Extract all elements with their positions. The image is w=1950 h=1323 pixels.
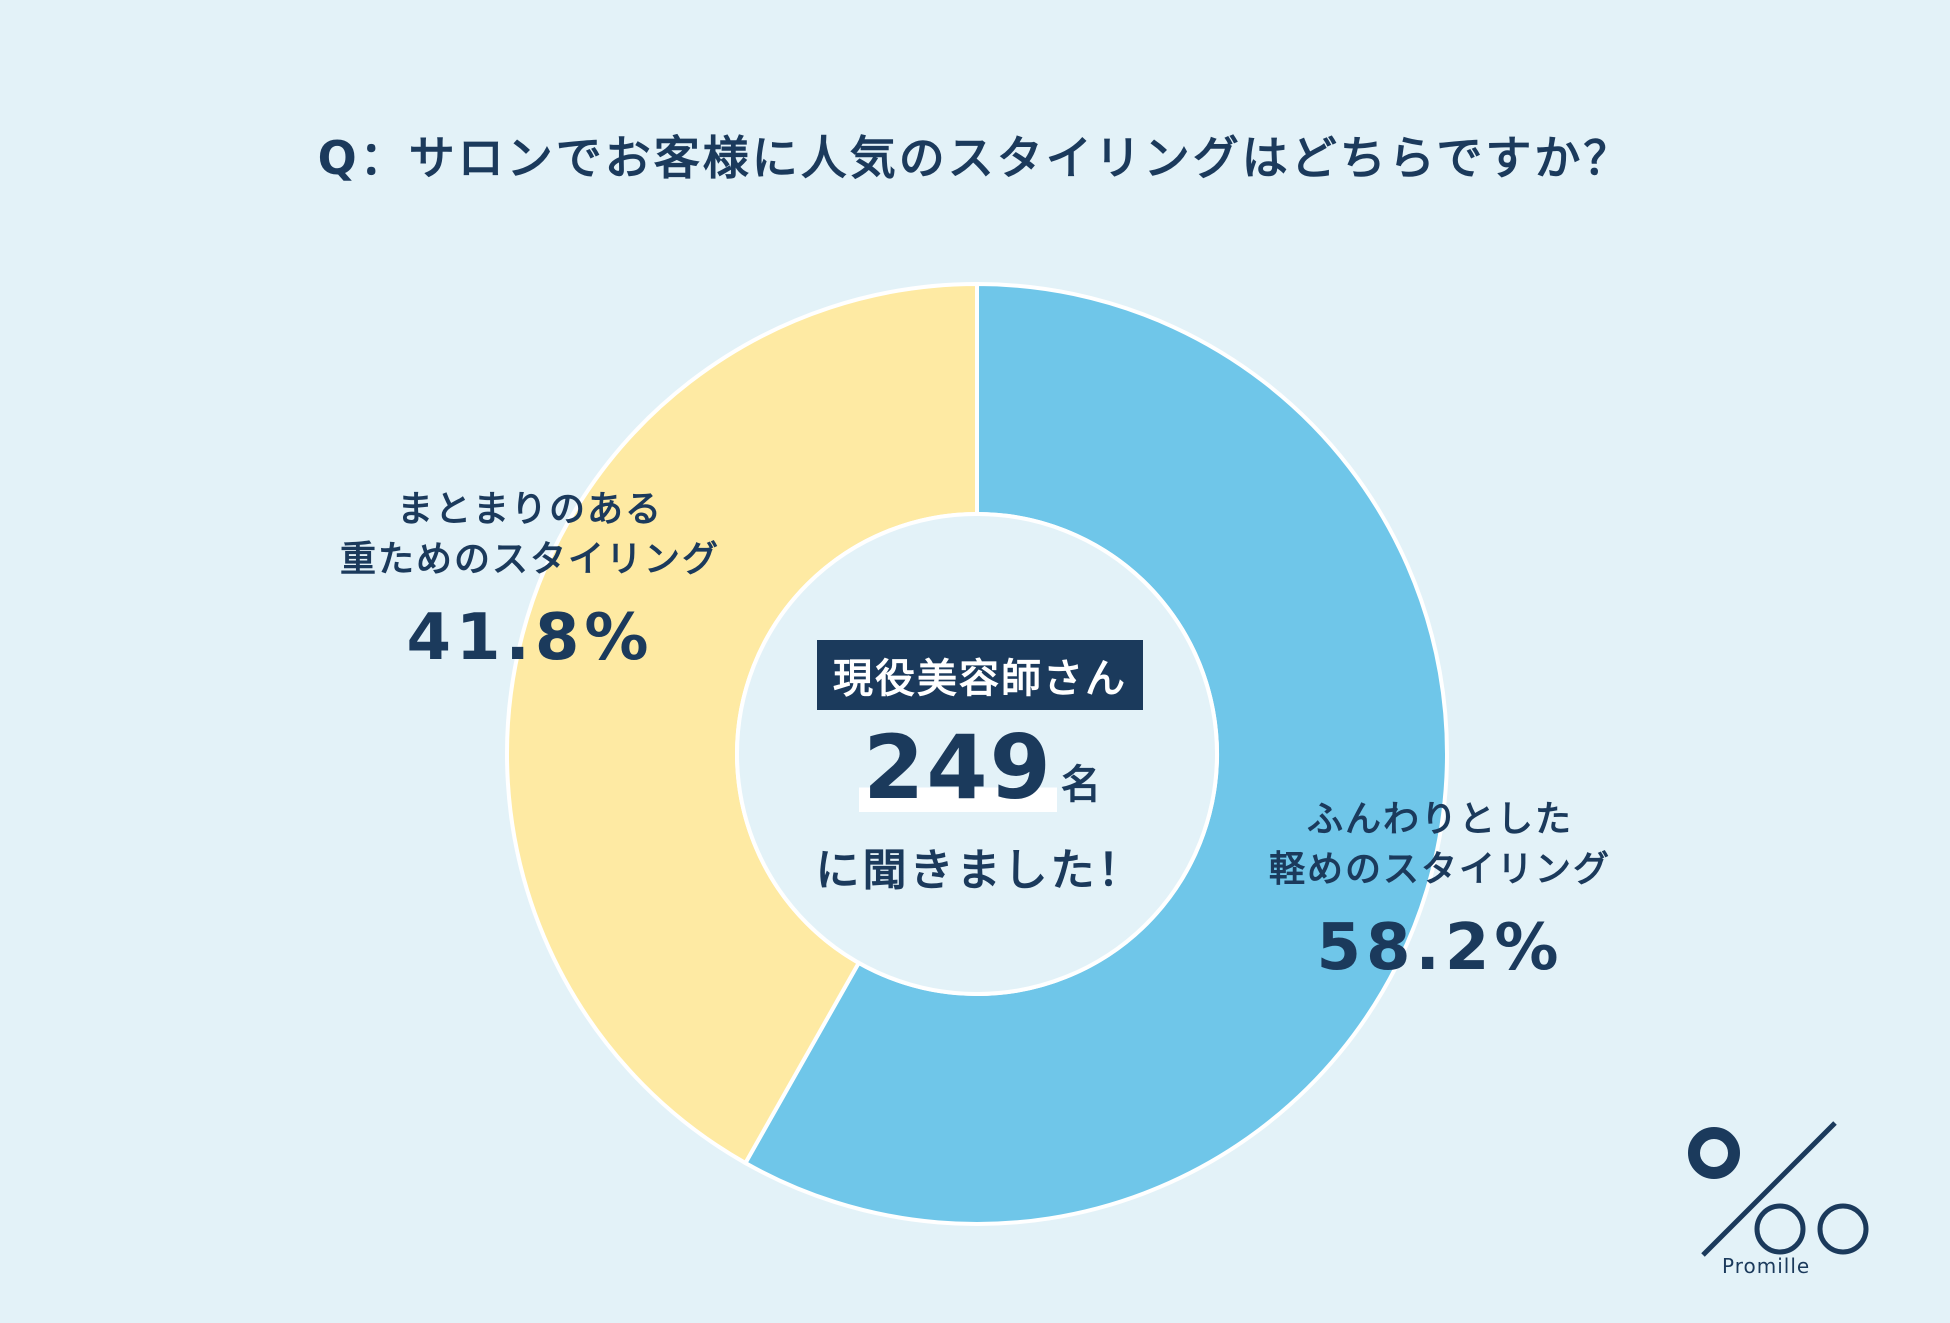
center-summary: 現役美容師さん 249 名 に聞きました！ [760, 640, 1200, 898]
slice-name-line: ふんわりとした [1306, 799, 1573, 840]
asked-text: に聞きました！ [815, 845, 1145, 896]
slice-name-line: まとまりのある [396, 489, 663, 530]
slice-label-heavy: まとまりのある 重ためのスタイリング 41.8% [300, 485, 760, 675]
slice-percent: 41.8% [406, 601, 654, 675]
slice-label-light: ふんわりとした 軽めのスタイリング 58.2% [1210, 795, 1670, 985]
respondent-count-row: 249 名 [760, 724, 1200, 812]
slice-percent: 58.2% [1316, 911, 1564, 985]
logo-text: Promille [1722, 1254, 1811, 1278]
respondent-unit: 名 [1060, 762, 1101, 808]
chart-title: Q：サロンでお客様に人気のスタイリングはどちらですか？ [317, 131, 1633, 185]
respondent-count: 249 [859, 724, 1057, 812]
slice-name-line: 軽めのスタイリング [1268, 849, 1611, 890]
respondent-badge: 現役美容師さん [817, 640, 1143, 710]
slice-name-line: 重ためのスタイリング [339, 539, 720, 580]
promille-logo-icon [1688, 1121, 1869, 1257]
